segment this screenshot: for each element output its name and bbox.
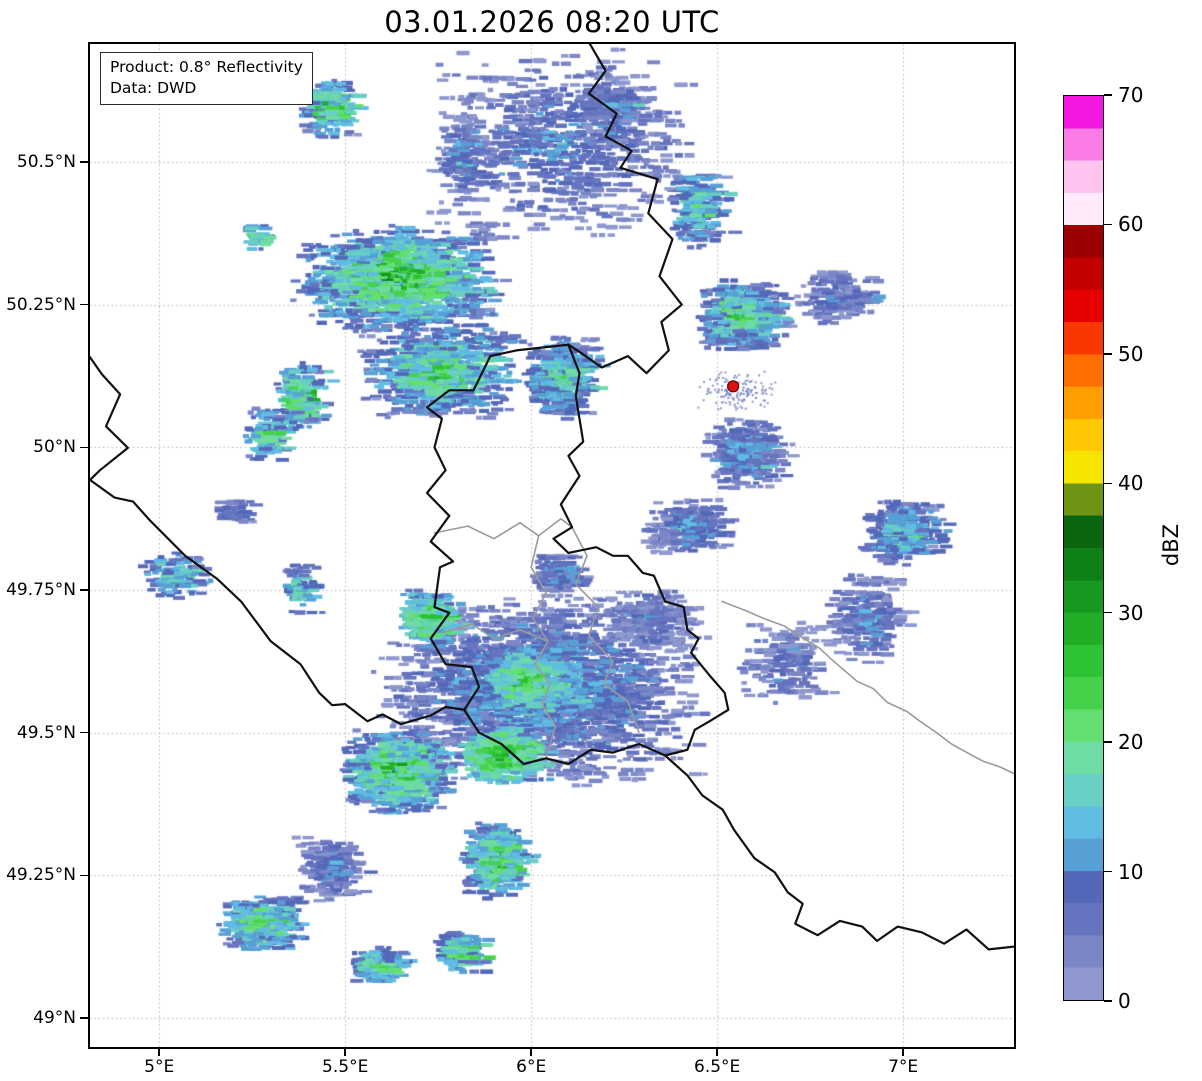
figure-title: 03.01.2026 08:20 UTC — [384, 5, 720, 39]
national-border-line — [425, 343, 730, 766]
data-source-line: Data: DWD — [110, 78, 197, 97]
colorbar-tick-label: 30 — [1118, 600, 1144, 625]
y-tick-label: 49.75°N — [6, 580, 76, 600]
map-area: Product: 0.8° Reflectivity Data: DWD — [88, 42, 1016, 1049]
x-tick-label: 7°E — [888, 1057, 919, 1077]
y-tick-label: 49°N — [33, 1007, 76, 1028]
colorbar-tick-label: 70 — [1118, 83, 1144, 107]
colorbar-tick-mark — [1104, 611, 1112, 614]
x-tick-mark — [716, 1049, 718, 1056]
colorbar-tick-label: 0 — [1118, 989, 1131, 1013]
colorbar-tick-mark — [1104, 223, 1112, 226]
x-tick-mark — [530, 1049, 532, 1056]
regional-border-line — [571, 526, 640, 734]
border-overlay-layer — [90, 44, 1014, 951]
x-tick-label: 6°E — [516, 1057, 547, 1077]
y-tick-label: 50°N — [33, 437, 76, 458]
colorbar — [1063, 95, 1104, 1001]
y-tick-mark — [80, 589, 88, 591]
colorbar-tick-mark — [1104, 94, 1112, 96]
x-tick-mark — [902, 1049, 904, 1056]
y-tick-mark — [80, 161, 88, 163]
regional-border-line — [721, 600, 1014, 775]
colorbar-tick-mark — [1104, 1000, 1112, 1002]
colorbar-tick-label: 40 — [1118, 471, 1144, 496]
radar-echo-layer — [90, 44, 1014, 1047]
y-tick-mark — [80, 731, 88, 734]
product-info-box: Product: 0.8° Reflectivity Data: DWD — [100, 52, 313, 105]
colorbar-tick-mark — [1104, 870, 1112, 873]
regional-border-line — [530, 535, 557, 760]
y-tick-label: 50.25°N — [6, 294, 76, 315]
colorbar-tick-mark — [1104, 741, 1112, 743]
colorbar-label: dBZ — [1159, 523, 1183, 567]
y-tick-mark — [80, 446, 88, 449]
radar-site-marker — [727, 380, 740, 393]
national-border-line — [90, 356, 466, 726]
y-tick-mark — [80, 303, 88, 306]
colorbar-tick-mark — [1104, 482, 1112, 485]
national-border-line — [664, 754, 1014, 951]
x-tick-label: 5.5°E — [322, 1057, 369, 1077]
x-tick-mark — [158, 1049, 160, 1056]
colorbar-tick-mark — [1104, 353, 1112, 355]
y-tick-label: 49.5°N — [16, 722, 76, 743]
product-line: Product: 0.8° Reflectivity — [110, 58, 303, 76]
x-tick-label: 5°E — [144, 1057, 175, 1077]
colorbar-tick-label: 20 — [1118, 730, 1144, 755]
x-tick-mark — [344, 1049, 346, 1056]
colorbar-tick-label: 10 — [1118, 859, 1144, 884]
regional-border-line — [433, 517, 573, 540]
colorbar-tick-label: 50 — [1118, 341, 1144, 366]
regional-border-line — [441, 623, 549, 643]
y-tick-label: 49.25°N — [6, 865, 76, 886]
y-tick-mark — [80, 874, 88, 877]
x-tick-label: 6.5°E — [694, 1057, 741, 1077]
colorbar-tick-label: 60 — [1118, 212, 1144, 237]
y-tick-mark — [80, 1017, 88, 1019]
national-border-line — [567, 44, 683, 375]
y-tick-label: 50.5°N — [16, 152, 76, 173]
